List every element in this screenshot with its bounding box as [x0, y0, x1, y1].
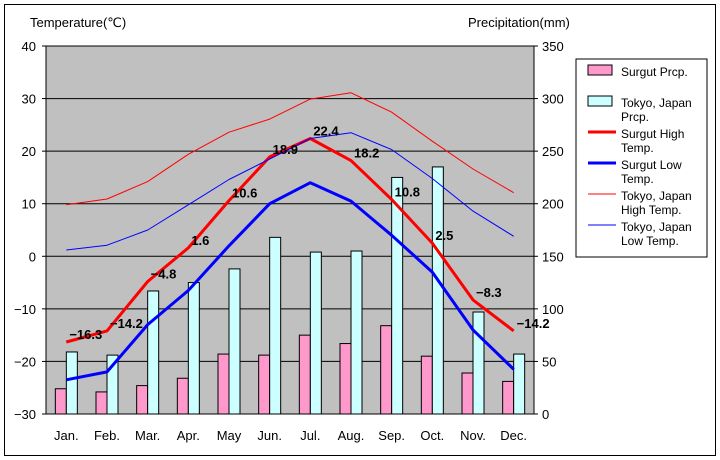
- series-line: [66, 132, 514, 251]
- legend-swatch: [587, 64, 613, 76]
- bar: [95, 391, 108, 415]
- right-tick-label: 150: [542, 249, 564, 264]
- bar: [106, 354, 119, 415]
- bar: [309, 251, 322, 415]
- right-tick-label: 300: [542, 92, 564, 107]
- data-label: −16.3: [69, 327, 102, 342]
- legend-swatch: [587, 95, 613, 107]
- right-tick-label: 350: [542, 39, 564, 54]
- left-tick-label: 40: [22, 39, 36, 54]
- x-tick-label: Apr.: [177, 428, 200, 443]
- left-tick-label: 20: [22, 144, 36, 159]
- legend-label: Surgut Prcp.: [621, 65, 688, 79]
- x-tick-label: Mar.: [135, 428, 160, 443]
- bar: [147, 290, 160, 415]
- legend-label: Temp.: [621, 141, 654, 155]
- left-tick-label: 10: [22, 197, 36, 212]
- legend-label: Tokyo, Japan: [621, 96, 692, 110]
- x-tick-label: Jul.: [300, 428, 320, 443]
- bar: [65, 351, 78, 415]
- legend-label: Tokyo, Japan: [621, 220, 692, 234]
- left-tick-label: −10: [14, 302, 36, 317]
- legend-label: Prcp.: [621, 110, 649, 124]
- bar: [339, 343, 352, 415]
- data-label: −14.2: [110, 316, 143, 331]
- series-line: [66, 92, 514, 206]
- data-label: 10.6: [232, 186, 257, 201]
- x-tick-label: Oct.: [420, 428, 444, 443]
- data-label: 10.8: [395, 185, 420, 200]
- plot-background: [45, 45, 535, 415]
- data-label: 22.4: [313, 124, 339, 139]
- bar: [431, 166, 444, 415]
- bar: [380, 325, 393, 415]
- left-axis-title: Temperature(℃): [30, 15, 126, 30]
- bar: [502, 380, 515, 415]
- legend-label: Tokyo, Japan: [621, 189, 692, 203]
- x-tick-label: Feb.: [94, 428, 120, 443]
- bar: [513, 353, 526, 415]
- bar: [176, 377, 189, 415]
- data-label: −14.2: [517, 316, 550, 331]
- right-tick-label: 100: [542, 302, 564, 317]
- bar: [420, 355, 433, 415]
- data-label: 1.6: [191, 233, 209, 248]
- right-axis-title: Precipitation(mm): [468, 15, 570, 30]
- bar: [350, 250, 363, 415]
- right-tick-label: 250: [542, 144, 564, 159]
- data-label: −4.8: [151, 267, 177, 282]
- x-tick-label: Nov.: [460, 428, 486, 443]
- bar: [136, 385, 149, 415]
- legend-box: [575, 58, 708, 258]
- legend-label: Surgut Low: [621, 158, 682, 172]
- right-tick-label: 0: [542, 407, 549, 422]
- x-tick-label: Jan.: [54, 428, 79, 443]
- bar: [298, 334, 311, 415]
- left-tick-label: −20: [14, 354, 36, 369]
- bar: [391, 176, 404, 415]
- right-tick-label: 50: [542, 354, 556, 369]
- bar: [187, 282, 200, 415]
- left-tick-label: −30: [14, 407, 36, 422]
- x-tick-label: Aug.: [338, 428, 365, 443]
- left-tick-label: 30: [22, 92, 36, 107]
- legend-label: Temp.: [621, 172, 654, 186]
- bar: [269, 236, 282, 415]
- bar: [258, 354, 271, 415]
- left-tick-label: 0: [29, 249, 36, 264]
- data-label: −8.3: [476, 285, 502, 300]
- series-line: [65, 137, 515, 344]
- data-label: 2.5: [435, 228, 453, 243]
- data-label: 18.9: [273, 142, 298, 157]
- bar: [54, 388, 67, 415]
- data-label: 18.2: [354, 146, 379, 161]
- x-tick-label: Jun.: [257, 428, 282, 443]
- bar: [228, 268, 241, 415]
- x-tick-label: May: [217, 428, 242, 443]
- legend-label: Low Temp.: [621, 234, 679, 248]
- legend-label: High Temp.: [621, 203, 681, 217]
- x-tick-label: Sep.: [378, 428, 405, 443]
- series-line: [66, 181, 515, 382]
- x-tick-label: Dec.: [500, 428, 527, 443]
- plot-area: 403020100−10−20−30350300250200150100500J…: [14, 39, 564, 443]
- right-tick-label: 200: [542, 197, 564, 212]
- legend-label: Surgut High: [621, 127, 684, 141]
- bar: [461, 372, 474, 415]
- bar: [217, 353, 230, 415]
- bar: [472, 311, 485, 415]
